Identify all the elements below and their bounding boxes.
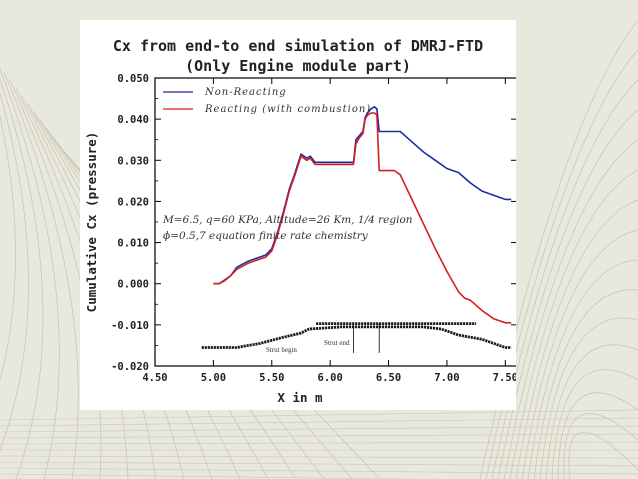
condition-annotation-line1: M=6.5, q=60 KPa, Altitude=26 Km, 1/4 reg…: [162, 214, 413, 226]
y-tick-label: -0.010: [111, 320, 149, 332]
x-tick-label: 4.50: [142, 372, 167, 384]
x-axis-label: X in m: [277, 390, 323, 405]
series-line-reacting: [213, 112, 512, 324]
background-line: [0, 409, 638, 421]
strut-end-label: Strut end: [324, 339, 350, 347]
x-axis-ticks: 4.50 5.00 5.50 6.00 6.50 7.00 7.50: [142, 78, 516, 384]
background-line: [0, 417, 638, 427]
engine-wall-profile: [201, 325, 512, 349]
background-line: [0, 461, 638, 467]
background-curve: [0, 77, 44, 479]
background-curve: [539, 317, 638, 479]
condition-annotation-line2: ϕ=0.5,7 equation finite rate chemistry: [163, 230, 369, 242]
y-tick-label: 0.050: [117, 73, 149, 85]
background-curve: [533, 289, 638, 479]
legend: Non-Reacting Reacting (with combustion): [163, 87, 371, 115]
slide-panel: Cx from end-to end simulation of DMRJ-FT…: [80, 20, 516, 410]
background-line: [0, 473, 423, 479]
legend-label-reacting: Reacting (with combustion): [204, 104, 371, 115]
series-layer: [201, 106, 512, 349]
y-tick-label: 0.020: [117, 196, 149, 208]
background-curve: [0, 68, 60, 479]
background-line: [0, 433, 638, 439]
y-tick-label: 0.010: [117, 238, 149, 250]
x-tick-label: 6.00: [318, 372, 343, 384]
background-curve: [551, 369, 638, 479]
chart-title-line2: (Only Engine module part): [185, 57, 411, 75]
strut-markers: [353, 323, 380, 353]
x-tick-label: 6.50: [376, 372, 401, 384]
background-curve: [521, 229, 638, 479]
background-line: [0, 467, 638, 475]
y-axis-ticks: 0.050 0.040 0.030 0.020 0.010 0.000 -0.010 -0.0…: [111, 73, 516, 373]
background-curve: [509, 169, 638, 479]
background-curve: [515, 199, 638, 479]
y-tick-label: -0.020: [111, 361, 149, 373]
x-tick-label: 7.50: [493, 372, 516, 384]
background-curve: [568, 431, 638, 479]
chart: Cx from end-to end simulation of DMRJ-FT…: [84, 37, 516, 405]
background-curve: [527, 259, 638, 479]
strut-begin-label: Strut begin: [266, 346, 297, 354]
background-curve: [3, 71, 79, 479]
y-tick-label: 0.000: [117, 279, 149, 291]
legend-label-non-reacting: Non-Reacting: [204, 87, 287, 98]
x-tick-label: 5.00: [201, 372, 226, 384]
y-tick-label: 0.030: [117, 155, 149, 167]
background-curve: [545, 344, 638, 479]
chart-title-line1: Cx from end-to end simulation of DMRJ-FT…: [113, 37, 483, 55]
background-curve: [0, 114, 16, 382]
y-axis-label: Cumulative Cx (pressure): [84, 132, 99, 313]
background-line: [0, 441, 638, 445]
background-curve: [503, 139, 638, 479]
background-curve: [0, 92, 29, 451]
background-line: [0, 455, 638, 459]
background-curve: [563, 413, 638, 479]
y-tick-label: 0.040: [117, 114, 149, 126]
background-curve: [557, 392, 638, 479]
x-tick-label: 7.00: [434, 372, 459, 384]
x-tick-label: 5.50: [259, 372, 284, 384]
background-line: [0, 425, 638, 433]
